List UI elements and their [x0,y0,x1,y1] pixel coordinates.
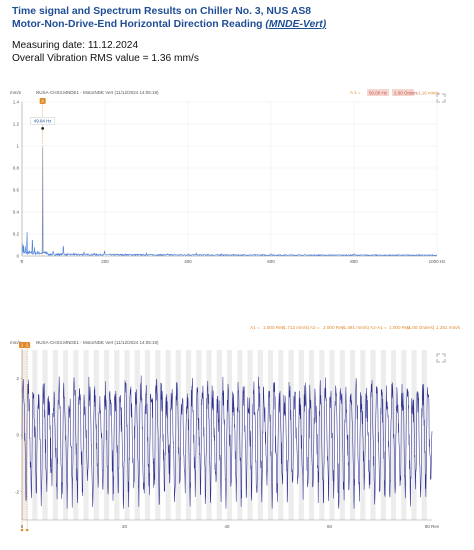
spectrum-x-tick-label: 800 [350,259,358,264]
spectrum-y-tick-label: 1.4 [13,100,20,105]
spectrum-unit-label: mm/s [10,90,22,95]
time-x-tick-label: 60 [327,524,333,529]
time-readout-delta-orders: (1.00 Orders) [407,325,435,330]
spectrum-y-tick-label: 1.2 [13,122,20,127]
spectrum-cursor-label: 49.84 Hz [34,118,52,123]
report-header: Time signal and Spectrum Results on Chil… [12,5,467,65]
spectrum-readout-freq: 50.00 Hz [369,91,388,96]
time-x-tick-label: 80 Rev [425,524,440,529]
spectrum-y-tick-label: 0.4 [13,210,20,215]
spectrum-readout-label: A 1 = [350,90,361,95]
spectrum-cursor-marker [39,98,46,104]
time-series-line [21,375,433,509]
spectrum-cursor-point [41,127,45,130]
spectrum-y-tick-label: 0 [16,254,19,259]
spectrum-x-tick-label: 1000 Hz [429,259,447,264]
time-readout-a1-value: (1.712 mm/s) [282,325,310,330]
spectrum-x-axis: 0 200 400 600 800 1000 Hz [21,259,446,264]
report-subtitle: Motor-Non-Drive-End Horizontal Direction… [12,18,467,31]
time-cursor-marker-label: 2 [26,343,29,348]
spectrum-cursor[interactable]: A 49.84 Hz [30,98,55,256]
time-y-axis: -2 0 2 [15,376,22,494]
spectrum-x-tick-label: 200 [101,259,109,264]
time-x-tick-label: 20 [122,524,128,529]
spectrum-readout-orders: 1.00 Orders [394,91,419,96]
report-subtitle-text: Motor-Non-Drive-End Horizontal Direction… [12,19,266,30]
spectrum-cursor-tooltip [30,117,55,125]
spectrum-chart: mm/s NUSA-CHS3.MNDE1 - MotorNDE Vert (11… [10,89,446,264]
spectrum-x-tick-label: 400 [184,259,192,264]
revolution-band [155,350,161,520]
time-x-tick-label: 40 [224,524,230,529]
time-cursor-marker [24,342,31,348]
time-y-tick-label: -2 [15,489,19,494]
expand-icon[interactable] [436,353,446,363]
spectrum-grid [21,101,438,257]
time-readout-a1-rev: 1.000 Rev [263,325,285,330]
measurement-point-tag: (MNDE-Vert) [265,19,327,30]
time-readout-a2-rev: 2.000 Rev [323,325,345,330]
time-readout-a2-value: (1.491 mm/s) [342,325,370,330]
time-readout-delta-value: 1.261 mm/s [436,325,461,330]
spectrum-readout: A 1 = 50.00 Hz 1.00 Orders 1.16 mm/s [350,89,440,96]
spectrum-series-line [21,147,438,257]
spectrum-y-axis: 0 0.2 0.4 0.6 0.8 1 1.2 1.4 [13,100,20,259]
time-unit-label: mm/s [10,340,22,345]
time-readout: A1 = 1.000 Rev (1.712 mm/s) A2 = 2.000 R… [250,325,461,330]
time-readout-a1: A1 = [250,325,260,330]
spectrum-readout-value: 1.16 mm/s [418,91,440,96]
time-cursor-foot [20,528,24,532]
time-readout-delta: A2-A1 = [370,325,387,330]
spectrum-x-tick-label: 0 [21,259,24,264]
time-y-tick-label: 0 [16,433,19,438]
time-readout-delta-rev: 1.000 Rev [389,325,411,330]
spectrum-y-tick-label: 0.2 [13,232,20,237]
spectrum-x-tick-label: 600 [267,259,275,264]
time-signal-chart: A1 = 1.000 Rev (1.712 mm/s) A2 = 2.000 R… [10,325,461,532]
measuring-date: Measuring date: 11.12.2024 [12,40,139,51]
time-source-label: NUSA-CHS3.MNDE1 - MotorNDE Vert (11/12/2… [36,340,159,345]
time-readout-a2: A2 = [310,325,320,330]
spectrum-y-tick-label: 0.8 [13,166,20,171]
spectrum-source-label: NUSA-CHS3.MNDE1 - MotorNDE Vert (11/12/2… [36,90,159,95]
time-x-axis: 020406080 Rev [21,524,440,529]
spectrum-cursor-marker-label: A [41,99,44,104]
time-cursor-foot [25,528,29,532]
time-y-tick-label: 2 [16,376,19,381]
expand-icon[interactable] [436,93,446,103]
overall-rms: Overall Vibration RMS value = 1.36 mm/s [12,53,199,64]
report-title: Time signal and Spectrum Results on Chil… [12,6,312,17]
spectrum-y-tick-label: 1 [16,144,19,149]
time-cursor-marker [19,342,25,348]
spectrum-y-tick-label: 0.6 [13,188,20,193]
time-cursor-marker-label: 1 [21,343,24,348]
